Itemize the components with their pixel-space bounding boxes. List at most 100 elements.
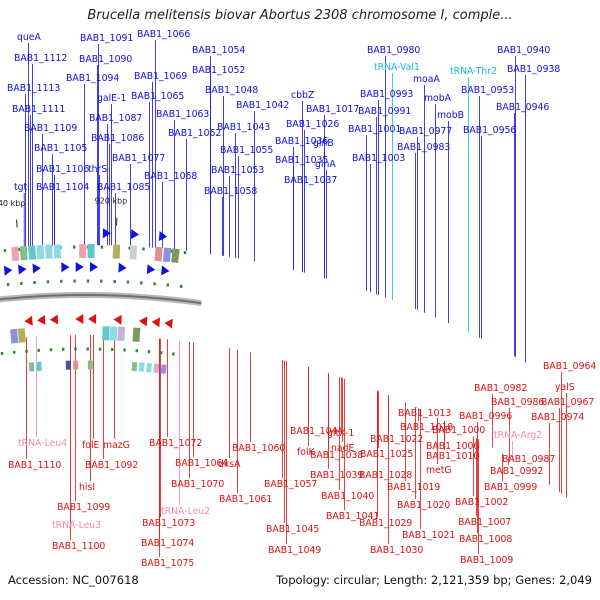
gene-label: galE-1: [97, 93, 126, 104]
gene-label: BAB1_1025: [360, 449, 413, 460]
minor-tick-dot: [60, 279, 63, 283]
forward-gene-arrow-shape: [32, 263, 41, 274]
gene-label: cbbZ: [291, 90, 314, 101]
gene-label: tgt: [14, 182, 28, 193]
gene-label: BAB1_1044: [290, 426, 343, 437]
trna-label: tRNA-Thr2: [450, 66, 497, 77]
reverse-gene-arrow-shape: [113, 314, 122, 325]
gene-label: BAB1_1028: [359, 470, 412, 481]
reverse-gene-arrow-shape: [88, 314, 97, 325]
gene-label: BAB1_0946: [496, 102, 549, 113]
gene-label: BAB1_1006: [426, 441, 479, 452]
feature-category-block: [146, 363, 152, 373]
gene-label: BAB1_1110: [8, 460, 61, 471]
gene-label: BAB1_1001: [348, 124, 401, 135]
gene-label: BAB1_0999: [484, 482, 537, 493]
gene-label: BAB1_1090: [79, 54, 132, 65]
gene-label: BAB1_1106: [36, 164, 89, 175]
gene-label: BAB1_1062: [168, 128, 221, 139]
feature-tracks: [3, 228, 180, 374]
accession-text: Accession: NC_007618: [8, 573, 139, 587]
minor-tick-dot: [98, 347, 102, 351]
minor-tick-dot: [140, 281, 143, 285]
gene-label: BAB1_1104: [36, 182, 89, 193]
forward-gene-arrow-shape: [161, 265, 170, 276]
backbone: [0, 292, 202, 307]
gene-label: BAB1_1055: [220, 145, 273, 156]
gene-label: BAB1_0986: [491, 397, 544, 408]
gene-label: BAB1_1111: [12, 104, 65, 115]
scale-tick-label: 940 kbp: [0, 199, 25, 208]
gene-label: BAB1_1070: [171, 479, 224, 490]
gene-labels: queA BAB1_1112 BAB1_1113 BAB1_1111 BAB1_1109…: [7, 29, 596, 569]
reverse-gene-arrow-shape: [75, 313, 84, 324]
minor-tick-dot: [183, 251, 187, 255]
gene-label: BAB1_1075: [141, 558, 194, 569]
minor-tick-dot: [111, 347, 114, 351]
reverse-gene-arrow: [164, 318, 173, 329]
gene-label: BAB1_1008: [459, 534, 512, 545]
gene-label: BAB1_0982: [474, 383, 527, 394]
forward-gene-arrow-shape: [3, 265, 13, 276]
minor-tick-dot: [20, 281, 23, 285]
gene-label: BAB1_1007: [458, 517, 511, 528]
gene-label: BAB1_1041: [326, 511, 379, 522]
feature-category-block: [171, 248, 180, 264]
gene-label: glnB: [313, 138, 334, 149]
gene-label: BAB1_1054: [192, 45, 245, 56]
minor-tick-dot: [179, 284, 183, 288]
gene-label: BAB1_1042: [236, 100, 289, 111]
minor-tick-dot: [0, 351, 4, 355]
minor-tick-dot: [100, 279, 103, 283]
minor-tick-dot: [49, 348, 53, 352]
forward-gene-arrow-shape: [158, 231, 168, 242]
gene-label: BAB1_1043: [217, 122, 270, 133]
minor-tick-dot: [172, 352, 175, 356]
gene-label: BAB1_0992: [490, 466, 543, 477]
gene-label: BAB1_1052: [192, 65, 245, 76]
forward-gene-arrow: [118, 262, 127, 273]
gene-label: BAB1_0964: [543, 361, 596, 372]
gene-label: BAB1_1020: [397, 500, 450, 511]
trna-label: tRNA-Arg2: [494, 430, 542, 441]
gene-label: BAB1_1064: [175, 458, 228, 469]
gene-label: BAB1_1035: [275, 155, 328, 166]
gene-label: BAB1_1039: [310, 470, 363, 481]
gene-label: BAB1_1099: [57, 502, 110, 513]
forward-gene-arrow: [3, 265, 13, 276]
scale-tick-label: 920 kbp: [95, 196, 128, 205]
gene-label: BAB1_1086: [91, 133, 144, 144]
gene-label: BAB1_1021: [402, 530, 455, 541]
forward-gene-arrow: [158, 231, 168, 242]
feature-category-block: [10, 328, 19, 344]
trna-label: tRNA-Leu4: [18, 438, 67, 449]
forward-gene-arrow-shape: [75, 262, 84, 273]
gene-label: gltX-1: [327, 428, 354, 439]
minor-tick-dot: [142, 247, 145, 251]
gene-label: BAB1_1000: [432, 425, 485, 436]
minor-tick-dot: [17, 247, 20, 251]
feature-category-block: [17, 328, 26, 343]
gene-label: BAB1_1037: [284, 175, 337, 186]
gene-label: BAB1_1092: [85, 460, 138, 471]
gene-label: BAB1_1019: [387, 482, 440, 493]
reverse-gene-arrow: [151, 317, 161, 328]
feature-category-block: [79, 243, 87, 259]
gene-label: moaA: [413, 74, 440, 85]
minor-tick-dot: [169, 249, 173, 253]
forward-gene-arrow: [130, 229, 140, 240]
forward-gene-arrow-shape: [61, 262, 70, 273]
label-connector-lines: [23, 40, 567, 557]
forward-gene-arrow: [89, 261, 98, 272]
reverse-gene-arrow: [37, 314, 46, 325]
gene-label: BAB1_1077: [112, 153, 165, 164]
feature-category-block: [45, 244, 53, 259]
gene-label: BAB1_1069: [134, 71, 187, 82]
forward-gene-arrow: [102, 228, 111, 239]
gene-label: BAB1_1091: [80, 33, 133, 44]
minor-tick-dot: [74, 347, 77, 351]
reverse-gene-arrow: [75, 313, 84, 324]
forward-gene-arrow: [61, 262, 70, 273]
feature-category-block: [65, 360, 71, 370]
minor-tick-dot: [113, 280, 116, 284]
